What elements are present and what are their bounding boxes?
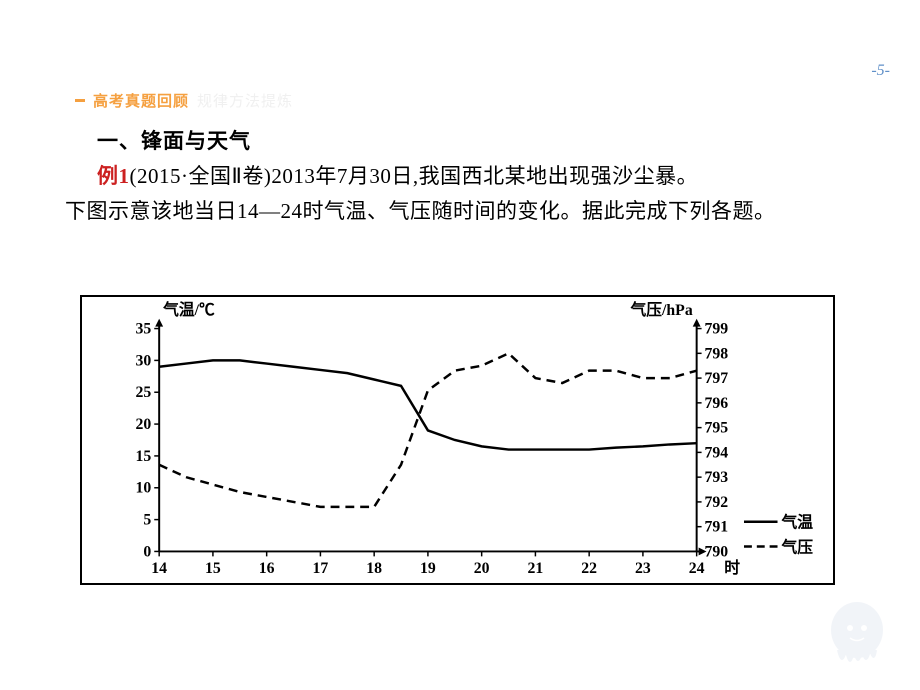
svg-text:793: 793 bbox=[705, 469, 729, 486]
chart-container: 0 5 10 15 20 25 30 35 790 791 792 793 794 795 796 797 79… bbox=[80, 295, 835, 585]
content-block: 一、锋面与天气 例1(2015·全国Ⅱ卷)2013年7月30日,我国西北某地出现… bbox=[65, 125, 855, 228]
page-number: -5- bbox=[871, 62, 890, 80]
svg-text:气温/℃: 气温/℃ bbox=[163, 300, 215, 319]
example-text2: 下图示意该地当日14—24时气温、气压随时间的变化。据此完成下列各题。 bbox=[65, 199, 776, 223]
svg-text:25: 25 bbox=[136, 384, 152, 401]
svg-text:5: 5 bbox=[143, 512, 151, 529]
example-source: (2015·全国Ⅱ卷) bbox=[130, 164, 272, 188]
watermark-icon bbox=[820, 600, 895, 685]
svg-text:22: 22 bbox=[581, 560, 597, 577]
svg-text:30: 30 bbox=[136, 352, 152, 369]
svg-text:气压/hPa: 气压/hPa bbox=[631, 300, 693, 319]
example-text1: 2013年7月30日,我国西北某地出现强沙尘暴。 bbox=[271, 164, 698, 188]
svg-text:796: 796 bbox=[705, 395, 729, 412]
chart-svg: 0 5 10 15 20 25 30 35 790 791 792 793 794 795 796 797 79… bbox=[82, 297, 833, 583]
svg-text:20: 20 bbox=[136, 416, 152, 433]
example-label: 例1 bbox=[97, 164, 130, 188]
svg-text:17: 17 bbox=[313, 560, 329, 577]
svg-text:23: 23 bbox=[635, 560, 651, 577]
svg-text:10: 10 bbox=[136, 480, 152, 497]
tab-marker-icon bbox=[75, 99, 85, 102]
tab-area: 高考真题回顾 规律方法提炼 bbox=[75, 90, 293, 111]
svg-text:气温: 气温 bbox=[781, 513, 813, 532]
section-heading: 一、锋面与天气 bbox=[97, 125, 855, 155]
svg-text:20: 20 bbox=[474, 560, 490, 577]
svg-text:24: 24 bbox=[689, 560, 705, 577]
svg-text:14: 14 bbox=[151, 560, 167, 577]
tab-active: 高考真题回顾 bbox=[93, 90, 189, 111]
svg-text:15: 15 bbox=[205, 560, 221, 577]
svg-text:797: 797 bbox=[705, 370, 729, 387]
example-text: 例1(2015·全国Ⅱ卷)2013年7月30日,我国西北某地出现强沙尘暴。 下图… bbox=[65, 159, 855, 228]
svg-text:15: 15 bbox=[136, 448, 152, 465]
svg-text:21: 21 bbox=[528, 560, 544, 577]
svg-text:35: 35 bbox=[136, 320, 152, 337]
tab-inactive: 规律方法提炼 bbox=[197, 90, 293, 111]
svg-text:795: 795 bbox=[705, 420, 729, 437]
svg-text:794: 794 bbox=[705, 444, 729, 461]
svg-text:799: 799 bbox=[705, 320, 729, 337]
svg-text:798: 798 bbox=[705, 345, 729, 362]
svg-text:气压: 气压 bbox=[781, 537, 813, 556]
svg-text:792: 792 bbox=[705, 494, 729, 511]
svg-text:19: 19 bbox=[420, 560, 436, 577]
svg-text:18: 18 bbox=[366, 560, 382, 577]
svg-text:790: 790 bbox=[705, 543, 729, 560]
svg-text:16: 16 bbox=[259, 560, 275, 577]
svg-text:0: 0 bbox=[143, 543, 151, 560]
svg-text:791: 791 bbox=[705, 519, 729, 536]
svg-text:时: 时 bbox=[724, 559, 740, 577]
